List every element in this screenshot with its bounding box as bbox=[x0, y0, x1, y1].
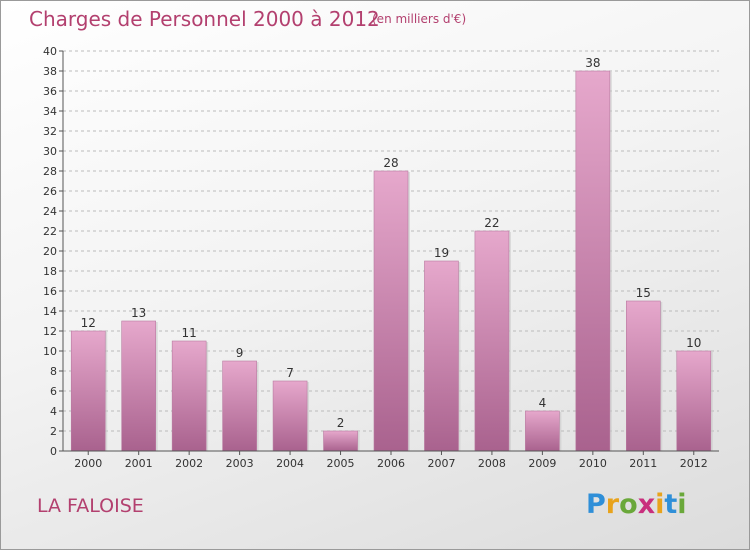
x-tick-label: 2002 bbox=[175, 457, 203, 470]
bar bbox=[323, 430, 358, 452]
bar-value-label: 9 bbox=[236, 346, 244, 360]
y-tick-label: 14 bbox=[43, 305, 57, 318]
y-tick-label: 34 bbox=[43, 105, 57, 118]
bar-value-label: 19 bbox=[434, 246, 449, 260]
bar bbox=[171, 340, 207, 452]
bar-value-label: 28 bbox=[383, 156, 398, 170]
y-tick-label: 16 bbox=[43, 285, 57, 298]
y-tick-label: 10 bbox=[43, 345, 57, 358]
y-tick-label: 2 bbox=[50, 425, 57, 438]
logo-letter: t bbox=[664, 489, 678, 520]
bar-value-label: 12 bbox=[81, 316, 96, 330]
x-tick-label: 2010 bbox=[579, 457, 607, 470]
chart-subtitle: (en milliers d'€) bbox=[372, 12, 467, 26]
bar-value-label: 38 bbox=[585, 56, 600, 70]
x-tick-label: 2001 bbox=[125, 457, 153, 470]
x-tick-label: 2004 bbox=[276, 457, 304, 470]
bar bbox=[474, 230, 510, 452]
x-tick-label: 2008 bbox=[478, 457, 506, 470]
logo-letter: r bbox=[605, 489, 620, 520]
logo-letter: i bbox=[677, 489, 687, 520]
bar bbox=[222, 360, 257, 452]
y-tick-label: 0 bbox=[50, 445, 57, 458]
y-tick-label: 22 bbox=[43, 225, 57, 238]
y-tick-label: 38 bbox=[43, 65, 57, 78]
y-tick-label: 26 bbox=[43, 185, 57, 198]
y-tick-label: 12 bbox=[43, 325, 57, 338]
commune-name: LA FALOISE bbox=[37, 495, 144, 517]
y-tick-label: 32 bbox=[43, 125, 57, 138]
bar-value-label: 13 bbox=[131, 306, 146, 320]
bar-value-label: 15 bbox=[636, 286, 651, 300]
y-tick-label: 18 bbox=[43, 265, 57, 278]
y-tick-label: 30 bbox=[43, 145, 57, 158]
logo-letter: x bbox=[637, 489, 656, 520]
y-tick-label: 8 bbox=[50, 365, 57, 378]
y-tick-label: 40 bbox=[43, 45, 57, 58]
x-tick-label: 2005 bbox=[327, 457, 355, 470]
bar bbox=[676, 350, 712, 452]
bar bbox=[272, 380, 308, 452]
bar-value-label: 7 bbox=[286, 366, 294, 380]
logo-letter: P bbox=[586, 489, 606, 520]
y-tick-label: 24 bbox=[43, 205, 57, 218]
logo-letter: i bbox=[655, 489, 665, 520]
y-tick-label: 20 bbox=[43, 245, 57, 258]
y-tick-label: 28 bbox=[43, 165, 57, 178]
bar-value-label: 10 bbox=[686, 336, 701, 350]
proxiti-logo: Proxiti bbox=[586, 489, 687, 520]
x-tick-label: 2003 bbox=[226, 457, 254, 470]
x-tick-label: 2000 bbox=[74, 457, 102, 470]
bar bbox=[525, 410, 560, 452]
bar bbox=[626, 300, 661, 452]
chart-title: Charges de Personnel 2000 à 2012 bbox=[29, 7, 380, 31]
bar bbox=[575, 70, 611, 452]
bar bbox=[121, 320, 156, 452]
y-tick-label: 6 bbox=[50, 385, 57, 398]
x-tick-label: 2011 bbox=[629, 457, 657, 470]
x-tick-label: 2012 bbox=[680, 457, 708, 470]
bar bbox=[424, 260, 459, 452]
bar bbox=[70, 330, 106, 452]
bar-value-label: 11 bbox=[182, 326, 197, 340]
x-tick-label: 2007 bbox=[427, 457, 455, 470]
logo-letter: o bbox=[619, 489, 638, 520]
y-tick-label: 36 bbox=[43, 85, 57, 98]
bar bbox=[373, 170, 409, 452]
bar-value-label: 4 bbox=[539, 396, 547, 410]
bar-value-label: 22 bbox=[484, 216, 499, 230]
x-tick-label: 2006 bbox=[377, 457, 405, 470]
bar-value-label: 2 bbox=[337, 416, 345, 430]
y-tick-label: 4 bbox=[50, 405, 57, 418]
x-tick-label: 2009 bbox=[528, 457, 556, 470]
